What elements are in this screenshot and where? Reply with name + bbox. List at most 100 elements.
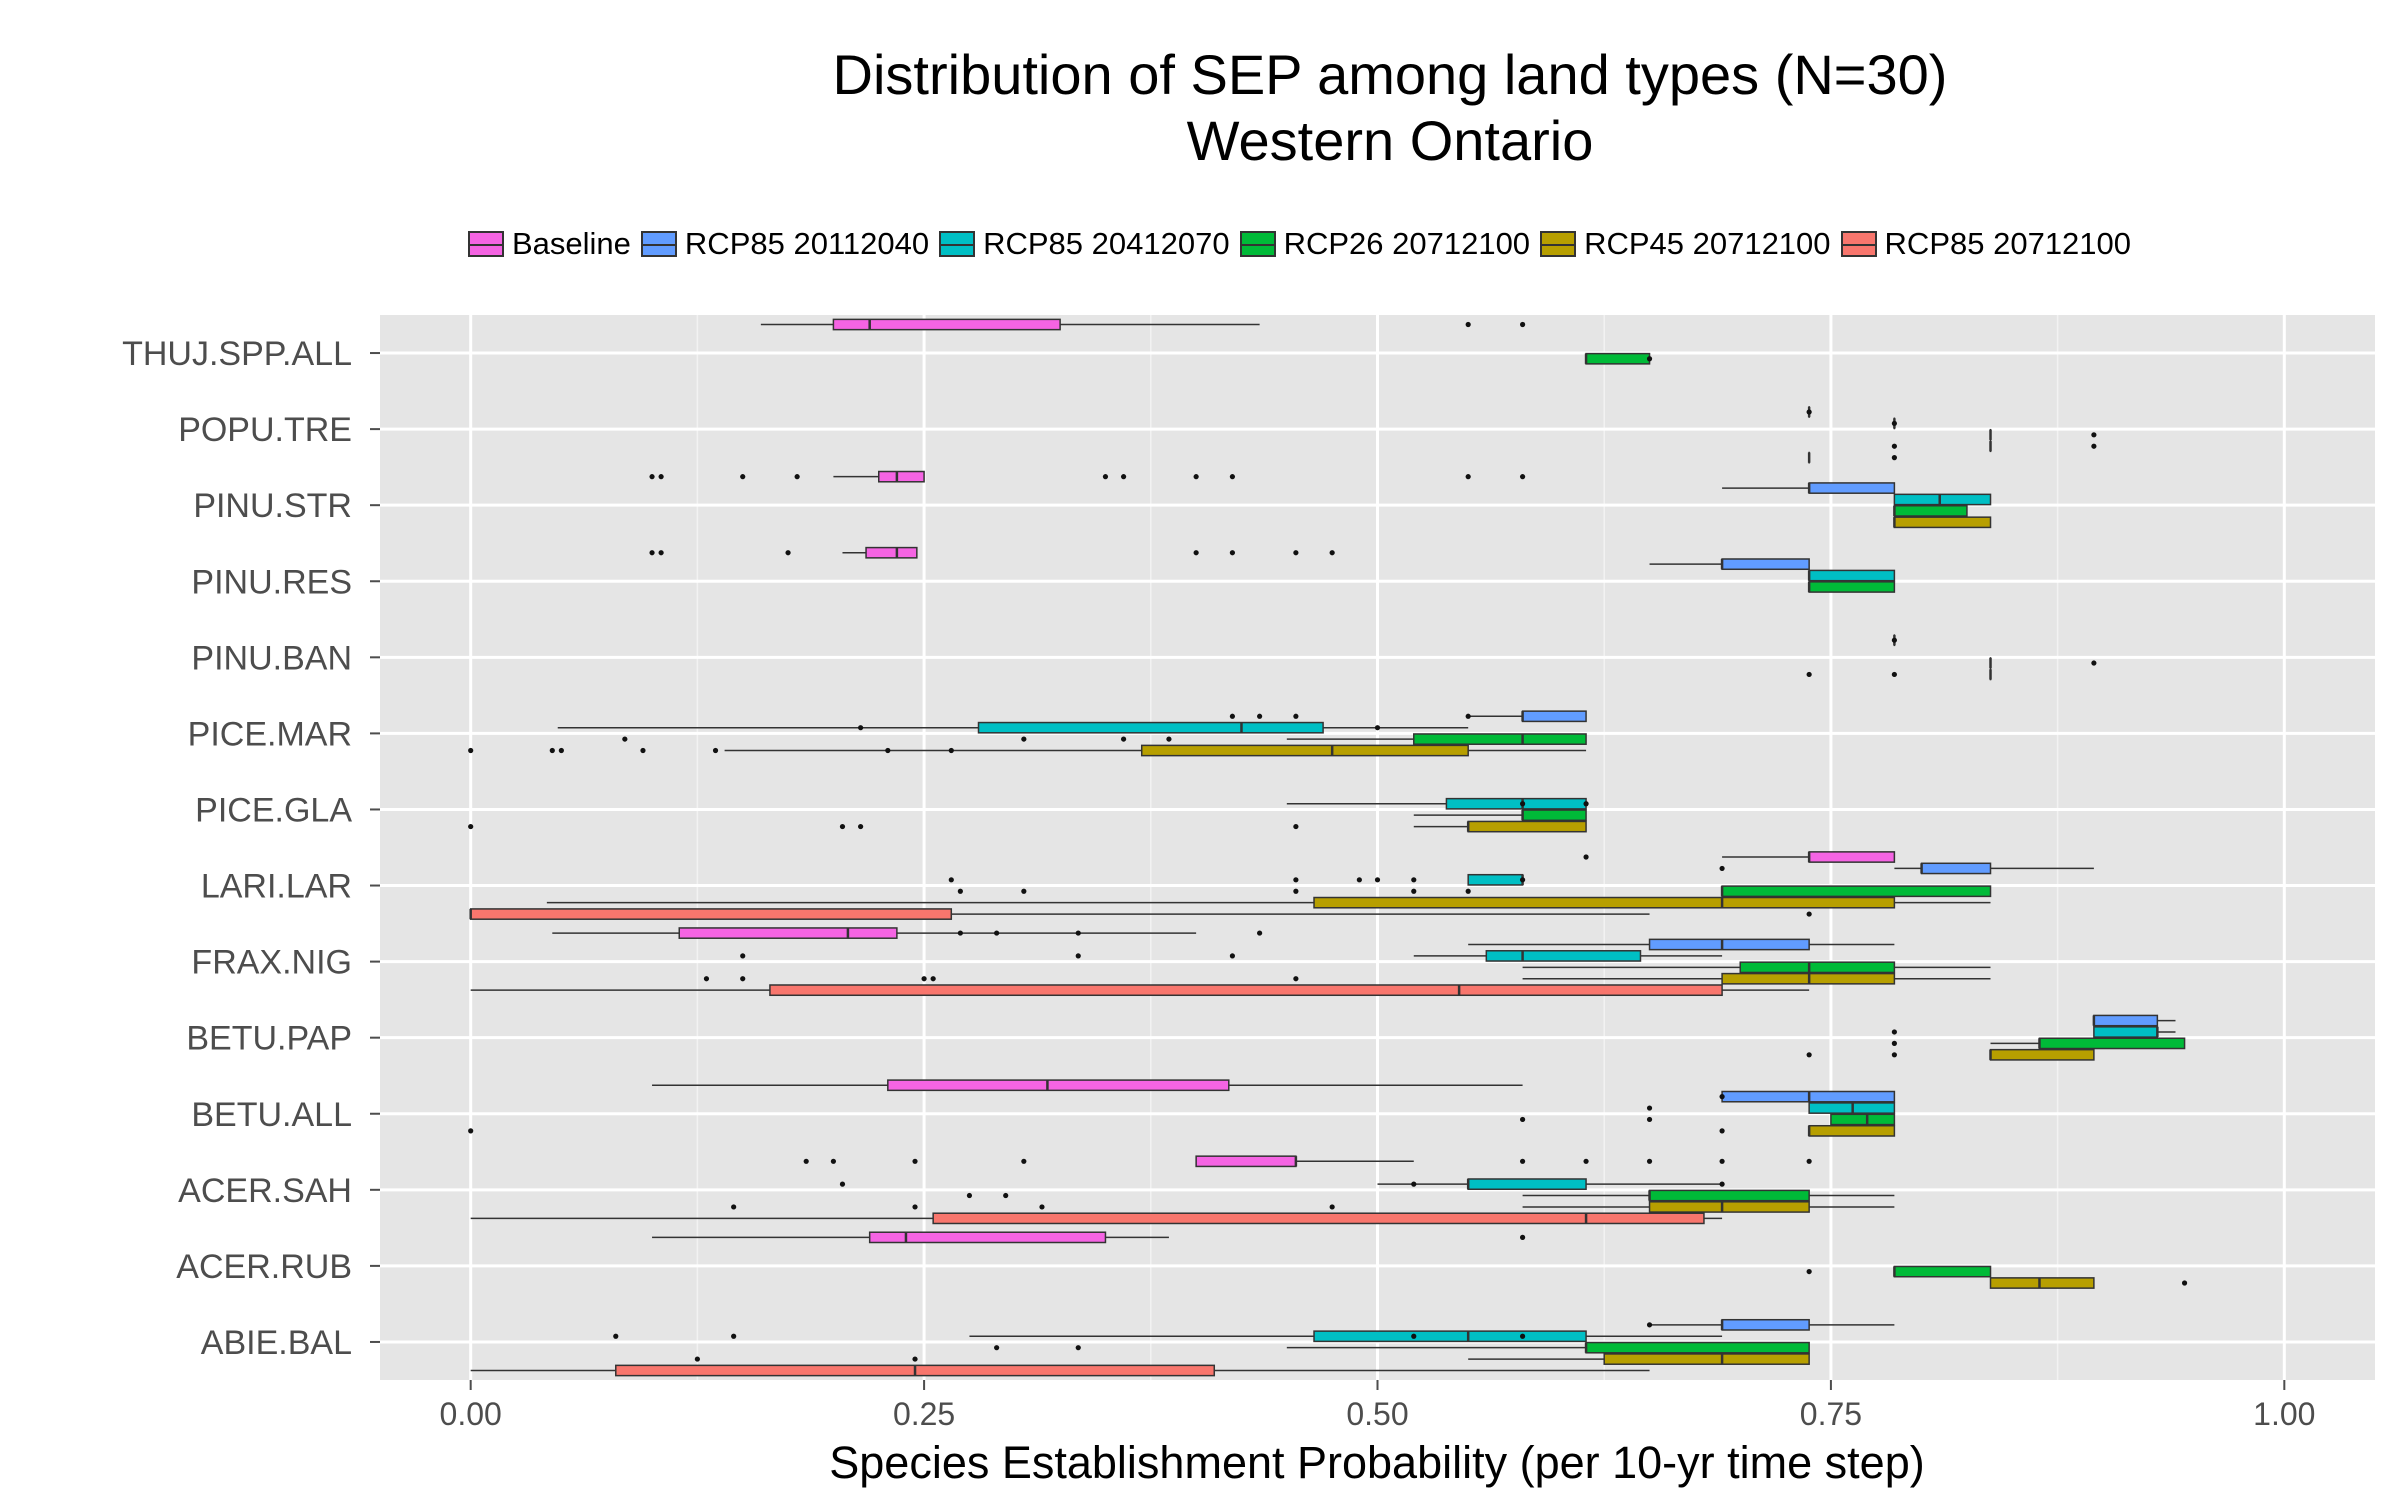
box-iqr — [1585, 352, 1651, 365]
x-tick-label: 0.25 — [893, 1396, 955, 1432]
outlier-point — [1806, 671, 1812, 678]
outlier-point — [1229, 550, 1236, 556]
legend-swatch — [1239, 231, 1276, 257]
box-iqr — [1195, 1155, 1297, 1168]
boxplot-betu-all-0 — [652, 1079, 1523, 1092]
legend-swatch — [1540, 231, 1577, 257]
outlier-point — [1519, 474, 1526, 480]
box-iqr — [1739, 961, 1896, 974]
outlier-point — [830, 1158, 837, 1164]
boxplot-pinu-str-1 — [1722, 482, 1896, 494]
outlier-point — [957, 930, 963, 936]
box-iqr — [1893, 504, 1968, 517]
y-tick-label: BETU.ALL — [191, 1096, 352, 1134]
box-iqr — [1467, 1178, 1587, 1191]
box-iqr — [1485, 950, 1642, 962]
outlier-point — [658, 474, 664, 480]
box-iqr — [1648, 1201, 1810, 1213]
legend-label: RCP26 20712100 — [1283, 226, 1531, 261]
outlier-point — [1891, 1052, 1897, 1058]
outlier-point — [1193, 474, 1199, 480]
boxplot-pice-mar-2 — [557, 721, 1469, 734]
outlier-point — [468, 823, 474, 830]
boxplot-betu-pap-2 — [1891, 1026, 2176, 1038]
boxplot-betu-pap-1 — [2092, 1014, 2176, 1027]
y-tick-label: PINU.STR — [193, 487, 352, 525]
x-tick-label: 1.00 — [2253, 1396, 2315, 1432]
outlier-point — [1329, 550, 1335, 556]
outlier-point — [649, 550, 655, 556]
outlier-point — [1806, 1158, 1812, 1164]
y-tick-label: PINU.RES — [191, 563, 352, 601]
outlier-point — [2181, 1280, 2188, 1286]
box-iqr — [887, 1079, 1230, 1092]
boxplot-pinu-res-0 — [649, 546, 1335, 559]
outlier-point — [740, 474, 746, 480]
boxplot-pinu-ban-4 — [1806, 668, 1992, 681]
outlier-point — [1229, 713, 1236, 719]
box-iqr — [2093, 1026, 2159, 1038]
outlier-point — [740, 953, 746, 959]
box-iqr — [678, 927, 898, 939]
outlier-point — [1465, 888, 1471, 894]
outlier-point — [622, 736, 628, 742]
legend-item: RCP85 20412070 — [939, 226, 1230, 262]
outlier-point — [1583, 854, 1589, 860]
boxplot-pice-gla-4 — [468, 820, 1587, 833]
boxplot-abie-bal-5 — [470, 1364, 1650, 1377]
outlier-point — [1646, 1105, 1653, 1111]
boxplot-popu-tre-4 — [1891, 440, 2097, 453]
box-iqr — [1585, 1341, 1810, 1354]
boxplot-acer-rub-3 — [1806, 1265, 1992, 1278]
outlier-point — [468, 1128, 474, 1134]
boxplot-pinu-ban-1 — [1891, 634, 1897, 647]
x-tick-label: 0.75 — [1800, 1396, 1862, 1432]
outlier-point — [558, 747, 564, 754]
outlier-point — [1039, 1204, 1045, 1210]
outlier-point — [912, 1356, 918, 1362]
box-iqr — [1721, 1318, 1810, 1331]
outlier-point — [1293, 976, 1299, 982]
outlier-point — [957, 888, 963, 894]
boxplot-abie-bal-4 — [694, 1353, 1810, 1365]
boxplot-pice-gla-2 — [1286, 797, 1589, 810]
y-tick-label: PINU.BAN — [191, 639, 352, 677]
outlier-point — [1891, 637, 1897, 643]
outlier-point — [930, 976, 936, 982]
outlier-point — [994, 1345, 1000, 1351]
box-iqr — [1648, 1189, 1810, 1202]
outlier-point — [1374, 877, 1381, 883]
boxplot-abie-bal-2 — [613, 1330, 1723, 1343]
outlier-point — [912, 1158, 918, 1164]
outlier-point — [1646, 356, 1653, 362]
outlier-point — [1193, 550, 1199, 556]
box-iqr — [1648, 938, 1810, 951]
boxplot-betu-all-3 — [1519, 1113, 1896, 1126]
boxplot-betu-all-2 — [1646, 1102, 1896, 1114]
boxplot-frax-nig-0 — [552, 927, 1263, 939]
outlier-point — [1465, 713, 1471, 719]
y-tick-label: BETU.PAP — [186, 1020, 352, 1058]
outlier-point — [1646, 1116, 1653, 1123]
legend-label: Baseline — [512, 226, 631, 261]
boxplot-betu-all-4 — [468, 1124, 1896, 1137]
box-iqr — [2093, 1014, 2159, 1027]
boxplot-frax-nig-4 — [703, 972, 1991, 985]
outlier-point — [1293, 713, 1299, 719]
boxplot-popu-tre-5 — [1807, 451, 1897, 464]
outlier-point — [1519, 877, 1526, 883]
boxplot-frax-nig-3 — [1522, 961, 1991, 974]
outlier-point — [1166, 736, 1172, 742]
outlier-point — [1075, 1345, 1081, 1351]
boxplot-betu-pap-3 — [1891, 1037, 2186, 1050]
outlier-point — [703, 976, 710, 982]
boxplot-pinu-str-0 — [649, 470, 1526, 483]
box-iqr — [1467, 820, 1587, 833]
outlier-point — [1075, 930, 1081, 936]
boxplot-frax-nig-5 — [470, 984, 1810, 997]
boxplot-popu-tre-2 — [1891, 417, 1897, 430]
outlier-point — [912, 1204, 918, 1210]
box-iqr — [1808, 851, 1896, 863]
legend-swatch — [939, 231, 976, 257]
box-iqr — [1920, 862, 1992, 875]
